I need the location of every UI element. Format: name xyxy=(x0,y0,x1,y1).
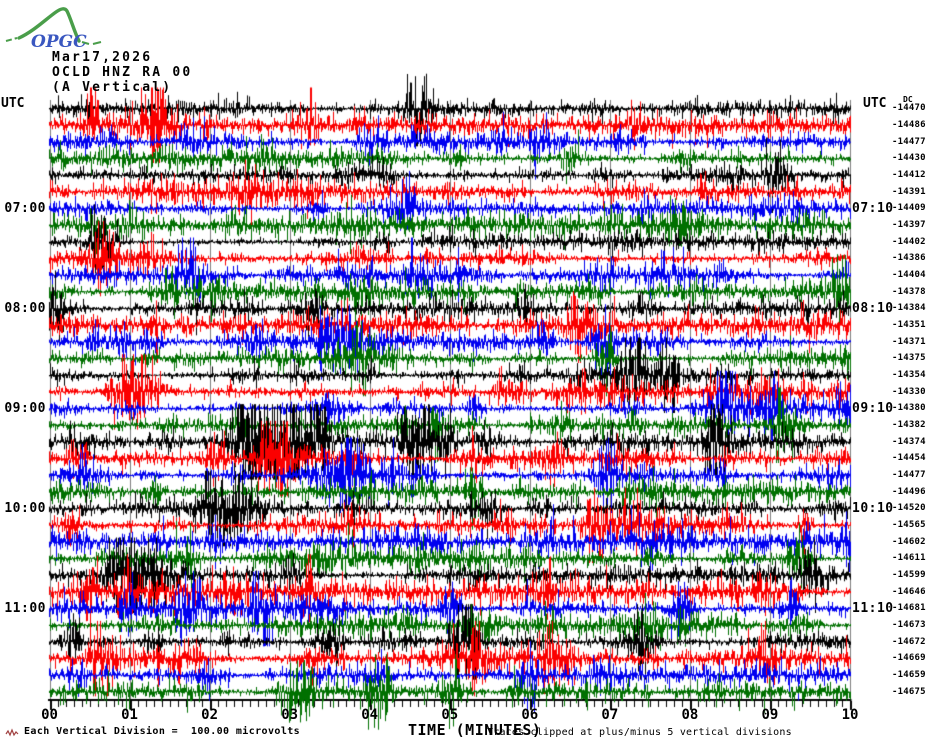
date-label: Mar17,2026 xyxy=(52,50,153,65)
dc-value: -14404 xyxy=(892,270,926,280)
component-label: (A Vertical) xyxy=(52,80,173,95)
x-tick-label: 07 xyxy=(601,707,619,723)
dc-value: -14375 xyxy=(892,353,926,364)
right-time-label: 07:10 xyxy=(852,201,894,217)
left-time-label: 09:00 xyxy=(4,401,46,417)
dc-value: -14354 xyxy=(892,370,926,380)
dc-value: -14672 xyxy=(892,636,926,647)
dc-value: -14330 xyxy=(892,386,926,397)
scale-note: Each Vertical Division = 100.00 microvol… xyxy=(24,726,301,737)
dc-value: -14477 xyxy=(892,470,926,480)
x-tick-label: 04 xyxy=(361,707,379,723)
x-tick-label: 05 xyxy=(441,707,459,723)
dc-value: -14397 xyxy=(892,220,926,230)
left-time-label: 11:00 xyxy=(4,601,46,617)
x-tick-label: 09 xyxy=(761,707,779,723)
station-label: OCLD HNZ RA 00 xyxy=(52,65,193,80)
x-tick-label: 06 xyxy=(521,707,539,723)
dc-value: -14565 xyxy=(892,520,926,530)
dc-value: -14611 xyxy=(892,553,926,564)
dc-value: -14386 xyxy=(892,253,926,264)
dc-value: -14659 xyxy=(892,670,926,680)
dc-value: -14486 xyxy=(892,120,926,130)
dc-value: -14669 xyxy=(892,653,926,664)
dc-value: -14380 xyxy=(892,403,926,414)
dc-value: -14430 xyxy=(892,153,926,164)
right-time-label: 09:10 xyxy=(852,401,894,417)
x-tick-label: 02 xyxy=(201,707,219,723)
dc-value: -14371 xyxy=(892,336,926,347)
utc-label-right: UTC xyxy=(863,96,887,111)
title-block: Mar17,2026 OCLD HNZ RA 00 (A Vertical) xyxy=(52,50,192,95)
dc-value: -14454 xyxy=(892,453,926,464)
dc-value: -14675 xyxy=(892,686,926,697)
x-tick-label: 08 xyxy=(681,707,699,723)
opgc-logo: OPGC xyxy=(5,7,102,50)
left-time-label: 07:00 xyxy=(4,201,46,217)
x-tick-label: 10 xyxy=(841,707,859,723)
dc-value: -14409 xyxy=(892,203,926,214)
clip-note: Traces clipped at plus/minus 5 vertical … xyxy=(487,727,792,738)
wiggle-icon xyxy=(5,728,19,737)
logo-dash-left xyxy=(5,37,18,42)
right-time-label: 11:10 xyxy=(852,601,894,617)
dc-value: -14402 xyxy=(892,236,926,247)
x-tick-label: 03 xyxy=(281,707,299,723)
dc-value: -14602 xyxy=(892,536,926,547)
right-time-label: 08:10 xyxy=(852,301,894,317)
dc-value: -14382 xyxy=(892,420,926,430)
dc-value: -14470 xyxy=(892,103,926,114)
dc-value: -14646 xyxy=(892,586,926,597)
x-axis-title: TIME (MINUTES) xyxy=(408,721,542,739)
left-time-label: 10:00 xyxy=(4,501,46,517)
x-tick-label: 00 xyxy=(41,707,58,723)
left-time-label: 08:00 xyxy=(4,301,46,317)
logo-text: OPGC xyxy=(31,32,87,50)
logo-mountain-curve xyxy=(17,7,81,43)
x-tick-label: 01 xyxy=(121,707,138,723)
dc-value: -14520 xyxy=(892,503,926,514)
dc-value: -14673 xyxy=(892,620,926,630)
dc-value: -14391 xyxy=(892,186,926,197)
dc-value: -14384 xyxy=(892,303,926,314)
logo-dash-right xyxy=(81,41,102,45)
dc-value: -14599 xyxy=(892,570,926,580)
right-time-label: 10:10 xyxy=(852,501,894,517)
dc-value: -14378 xyxy=(892,286,926,297)
dc-column-label: DC xyxy=(903,95,913,104)
dc-value: -14412 xyxy=(892,170,926,180)
dc-value: -14681 xyxy=(892,603,926,614)
utc-label-left: UTC xyxy=(1,96,25,111)
dc-value: -14477 xyxy=(892,136,926,147)
dc-value: -14374 xyxy=(892,436,926,447)
dc-value: -14496 xyxy=(892,486,926,497)
dc-value: -14351 xyxy=(892,320,926,330)
